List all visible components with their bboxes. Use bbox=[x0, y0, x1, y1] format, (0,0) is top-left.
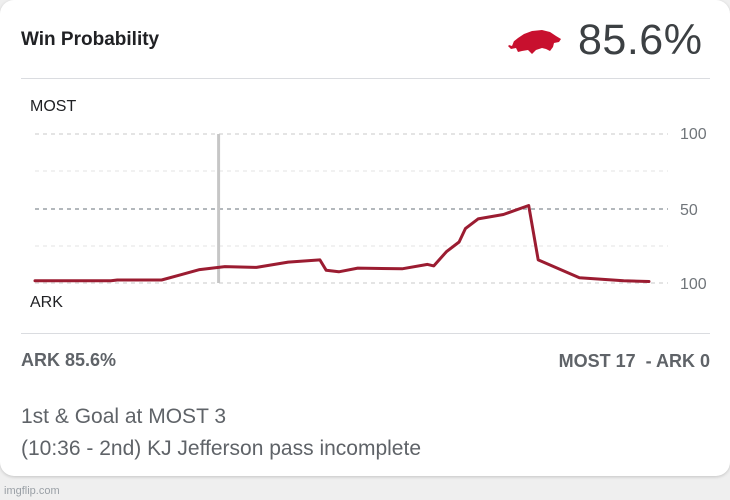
watermark: imgflip.com bbox=[4, 485, 60, 497]
top-team-label: MOST bbox=[30, 98, 77, 115]
game-score: MOST 17 - ARK 0 bbox=[558, 351, 710, 371]
header-divider bbox=[21, 78, 710, 79]
y-tick-bottom: 100 bbox=[680, 276, 707, 293]
card-title: Win Probability bbox=[21, 29, 160, 50]
y-tick-mid: 50 bbox=[680, 202, 698, 219]
win-probability-value: 85.6% bbox=[578, 16, 703, 64]
play-situation: 1st & Goal at MOST 3 bbox=[21, 405, 227, 428]
y-tick-top: 100 bbox=[680, 126, 707, 143]
series-line bbox=[33, 204, 651, 283]
win-probability-chart[interactable]: 100 50 100 bbox=[0, 120, 730, 300]
win-probability-card: Win Probability 85.6% MOST ARK 100 50 10… bbox=[0, 0, 730, 476]
ark-win-probability: ARK 85.6% bbox=[21, 350, 117, 370]
chart-divider bbox=[21, 333, 710, 334]
razorback-hog-icon bbox=[508, 30, 561, 54]
play-description: (10:36 - 2nd) KJ Jefferson pass incomple… bbox=[21, 437, 421, 460]
bottom-team-label: ARK bbox=[30, 294, 63, 311]
